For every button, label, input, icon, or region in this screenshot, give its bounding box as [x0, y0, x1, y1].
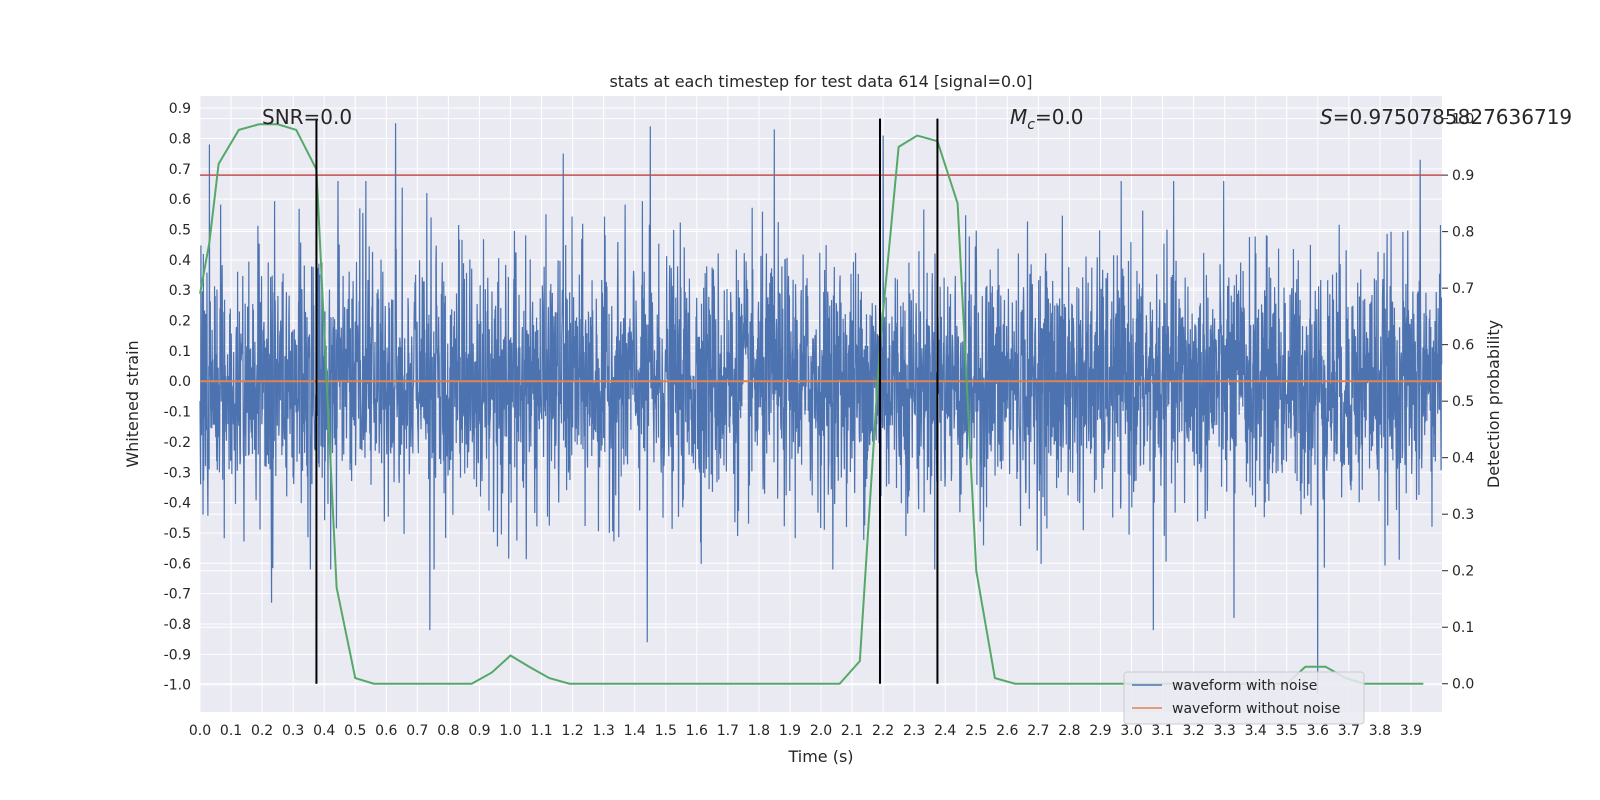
y-tick-label: -0.6: [164, 556, 191, 572]
legend: waveform with noise waveform without noi…: [1123, 671, 1365, 725]
x-axis-ticks: 0.0 0.1 0.2 0.3 0.4 0.5 0.6 0.7 0.8 0.9 1.0 1.1 1.2 1…: [189, 723, 1422, 739]
x-tick-label: 1.3: [593, 723, 615, 739]
x-tick-label: 2.5: [965, 723, 987, 739]
x-tick-label: 3.1: [1151, 723, 1173, 739]
y-tick-label: 0.4: [169, 253, 191, 269]
right-tick-label: 1.0: [1452, 112, 1474, 128]
x-tick-label: 2.2: [872, 723, 894, 739]
x-tick-label: 1.5: [655, 723, 677, 739]
x-tick-label: 3.8: [1369, 723, 1391, 739]
right-tick-label: 0.8: [1452, 225, 1474, 241]
right-tick-label: 0.0: [1452, 677, 1474, 693]
x-tick-label: 3.6: [1307, 723, 1329, 739]
x-tick-label: 0.3: [282, 723, 304, 739]
x-tick-label: 0.8: [437, 723, 459, 739]
y-tick-label: -1.0: [164, 678, 191, 694]
y-tick-label: 0.9: [169, 101, 191, 117]
x-tick-label: 2.8: [1058, 723, 1080, 739]
x-tick-label: 1.8: [748, 723, 770, 739]
x-tick-label: 0.9: [468, 723, 490, 739]
x-tick-label: 3.0: [1120, 723, 1142, 739]
x-tick-label: 2.0: [810, 723, 832, 739]
legend-label-noise: waveform with noise: [1172, 678, 1317, 694]
x-tick-label: 1.7: [717, 723, 739, 739]
x-tick-label: 1.1: [530, 723, 552, 739]
x-tick-label: 0.4: [313, 723, 335, 739]
y-tick-label: 0.6: [169, 192, 191, 208]
y-tick-label: -0.5: [164, 526, 191, 542]
x-tick-label: 1.2: [561, 723, 583, 739]
right-tick-label: 0.7: [1452, 281, 1474, 297]
x-tick-label: 2.7: [1027, 723, 1049, 739]
s-value: =0.9750785827636719: [1333, 105, 1572, 129]
y-tick-label: 0.7: [169, 162, 191, 178]
x-tick-label: 0.1: [220, 723, 242, 739]
x-tick-label: 3.5: [1276, 723, 1298, 739]
x-tick-label: 3.9: [1400, 723, 1422, 739]
x-tick-label: 2.3: [903, 723, 925, 739]
y-tick-label: -0.1: [164, 405, 191, 421]
y-tick-label: 0.5: [169, 223, 191, 239]
x-tick-label: 3.4: [1245, 723, 1267, 739]
x-tick-label: 0.7: [406, 723, 428, 739]
y-tick-label: 0.2: [169, 314, 191, 330]
x-tick-label: 3.2: [1182, 723, 1204, 739]
right-tick-label: 0.2: [1452, 564, 1474, 580]
y-tick-label: -0.3: [164, 465, 191, 481]
snr-annotation: SNR=0.0: [262, 105, 352, 129]
s-symbol: S: [1320, 105, 1333, 129]
legend-box: [1123, 671, 1365, 725]
x-tick-label: 2.4: [934, 723, 956, 739]
right-tick-label: 0.9: [1452, 168, 1474, 184]
x-tick-label: 0.6: [375, 723, 397, 739]
mc-subscript: c: [1027, 117, 1035, 133]
x-tick-label: 0.5: [344, 723, 366, 739]
x-tick-label: 0.2: [251, 723, 273, 739]
y-axis-label: Whitened strain: [123, 340, 142, 467]
y-tick-label: -0.2: [164, 435, 191, 451]
x-tick-label: 3.3: [1214, 723, 1236, 739]
x-tick-label: 2.9: [1089, 723, 1111, 739]
x-tick-label: 0.0: [189, 723, 211, 739]
y-tick-label: 0.8: [169, 131, 191, 147]
mc-annotation: Mc=0.0: [1010, 105, 1084, 133]
y-tick-label: -0.7: [164, 587, 191, 603]
x-tick-label: 1.6: [686, 723, 708, 739]
right-tick-label: 0.5: [1452, 394, 1474, 410]
right-axis-label: Detection probability: [1484, 320, 1503, 488]
series-waveform-with-noise: [199, 123, 1443, 694]
right-tick-label: 0.6: [1452, 338, 1474, 354]
x-tick-label: 2.6: [996, 723, 1018, 739]
right-tick-label: 0.3: [1452, 507, 1474, 523]
y-tick-label: 0.0: [169, 374, 191, 390]
y-tick-label: -0.4: [164, 496, 191, 512]
y-tick-label: 0.3: [169, 283, 191, 299]
x-tick-label: 2.1: [841, 723, 863, 739]
x-tick-label: 1.0: [499, 723, 521, 739]
x-tick-label: 3.7: [1338, 723, 1360, 739]
mc-value: =0.0: [1035, 105, 1084, 129]
mc-symbol: M: [1010, 105, 1027, 129]
y-axis-ticks: 0.9 0.8 0.7 0.6 0.5 0.4 0.3 0.2 0.1 0.0 -0.1 -0.2 -0…: [164, 101, 191, 694]
legend-label-clean: waveform without noise: [1172, 701, 1340, 717]
right-tick-label: 0.4: [1452, 451, 1474, 467]
x-tick-label: 1.4: [624, 723, 646, 739]
y-tick-label: 0.1: [169, 344, 191, 360]
right-axis-ticks: 0.0 0.1 0.2 0.3 0.4 0.5 0.6 0.7 0.8 0.9 1.0: [1442, 112, 1474, 693]
s-annotation: S=0.9750785827636719: [1320, 105, 1572, 129]
y-tick-label: -0.9: [164, 647, 191, 663]
x-axis-label: Time (s): [787, 747, 853, 766]
right-tick-label: 0.1: [1452, 620, 1474, 636]
chart-title: stats at each timestep for test data 614…: [609, 72, 1032, 91]
y-tick-label: -0.8: [164, 617, 191, 633]
x-tick-label: 1.9: [779, 723, 801, 739]
